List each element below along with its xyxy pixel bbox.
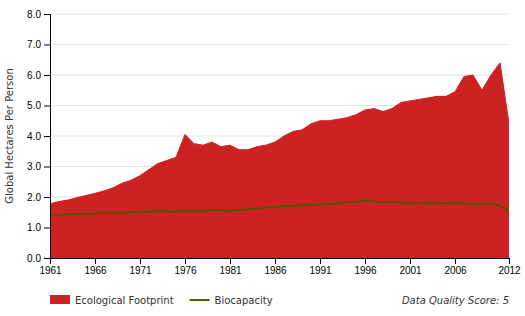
legend-swatch [50,295,70,304]
tick-mark [44,45,50,46]
tick: 1976 [174,258,197,276]
tick-mark [44,106,50,107]
tick-label: 5.0 [27,100,41,111]
grid-line [50,75,509,76]
tick: 4.0 [27,131,50,142]
tick-mark [44,228,50,229]
tick-label: 2012 [498,265,521,276]
tick-mark [365,258,366,264]
tick-mark [410,258,411,264]
plot: 1961 1966 1971 1976 1981 1986 1991 1996 2001 2006… [27,9,521,276]
tick: 1981 [219,258,242,276]
tick-mark [509,258,510,264]
tick-label: 1976 [174,265,197,276]
tick: 2012 [498,258,521,276]
tick-label: 1966 [84,265,107,276]
grid-line [50,14,509,15]
tick-label: 7.0 [27,39,41,50]
legend-item: Biocapacity [190,295,273,306]
tick-mark [44,136,50,137]
tick: 1996 [354,258,377,276]
chart-svg: 1961 1966 1971 1976 1981 1986 1991 1996 2001 2006… [0,0,525,316]
tick-label: 8.0 [27,9,41,20]
tick-mark [230,258,231,264]
tick-label: 1986 [264,265,287,276]
tick: 1986 [264,258,287,276]
axis-title: Global Hectares Per Person [4,68,15,203]
grid [50,14,509,258]
grid-line [50,44,509,45]
tick-label: 1961 [39,265,62,276]
tick-label: 0.0 [27,253,41,264]
tick-mark [44,258,50,259]
tick-mark [275,258,276,264]
tick: 1966 [84,258,107,276]
tick-label: 1971 [129,265,152,276]
tick-mark [140,258,141,264]
tick-label: 1.0 [27,222,41,233]
tick: 2.0 [27,192,50,203]
tick-mark [44,167,50,168]
tick-mark [185,258,186,264]
tick: 3.0 [27,161,50,172]
tick-label: 3.0 [27,161,41,172]
tick-label: 6.0 [27,70,41,81]
tick-mark [320,258,321,264]
marks [50,63,509,258]
tick: 1991 [309,258,332,276]
tick: 2006 [444,258,467,276]
tick: 2001 [399,258,422,276]
chart-container: 1961 1966 1971 1976 1981 1986 1991 1996 2001 2006… [0,0,525,316]
area [50,63,509,258]
tick-mark [95,258,96,264]
legend-label: Ecological Footprint [75,295,174,306]
legend: Ecological Footprint Biocapacity [50,295,273,306]
tick: 1.0 [27,222,50,233]
legend-swatch [190,299,210,301]
area-outline [50,63,509,204]
tick-label: 2.0 [27,192,41,203]
tick-label: 4.0 [27,131,41,142]
tick: 1971 [129,258,152,276]
annotation: Data Quality Score: 5 [402,295,509,306]
x-axis: 1961 1966 1971 1976 1981 1986 1991 1996 2001 2006… [39,258,521,276]
tick-label: 2001 [399,265,422,276]
axis-domain [44,15,51,259]
tick: 6.0 [27,70,50,81]
tick-mark [44,197,50,198]
tick: 8.0 [27,9,50,20]
tick: 0.0 [27,253,50,264]
axis-domain [51,259,510,265]
legend-item: Ecological Footprint [50,295,174,306]
tick-label: 1981 [219,265,242,276]
tick-label: 1991 [309,265,332,276]
y-axis: 0.0 1.0 2.0 3.0 4.0 5.0 6.0 7.0 8.0 [27,9,50,264]
tick-mark [44,14,50,15]
tick: 5.0 [27,100,50,111]
tick: 1961 [39,258,62,276]
tick-label: 1996 [354,265,377,276]
tick-mark [455,258,456,264]
tick: 7.0 [27,39,50,50]
tick-mark [44,75,50,76]
line [50,201,509,216]
tick-label: 2006 [444,265,467,276]
legend-label: Biocapacity [215,295,273,306]
